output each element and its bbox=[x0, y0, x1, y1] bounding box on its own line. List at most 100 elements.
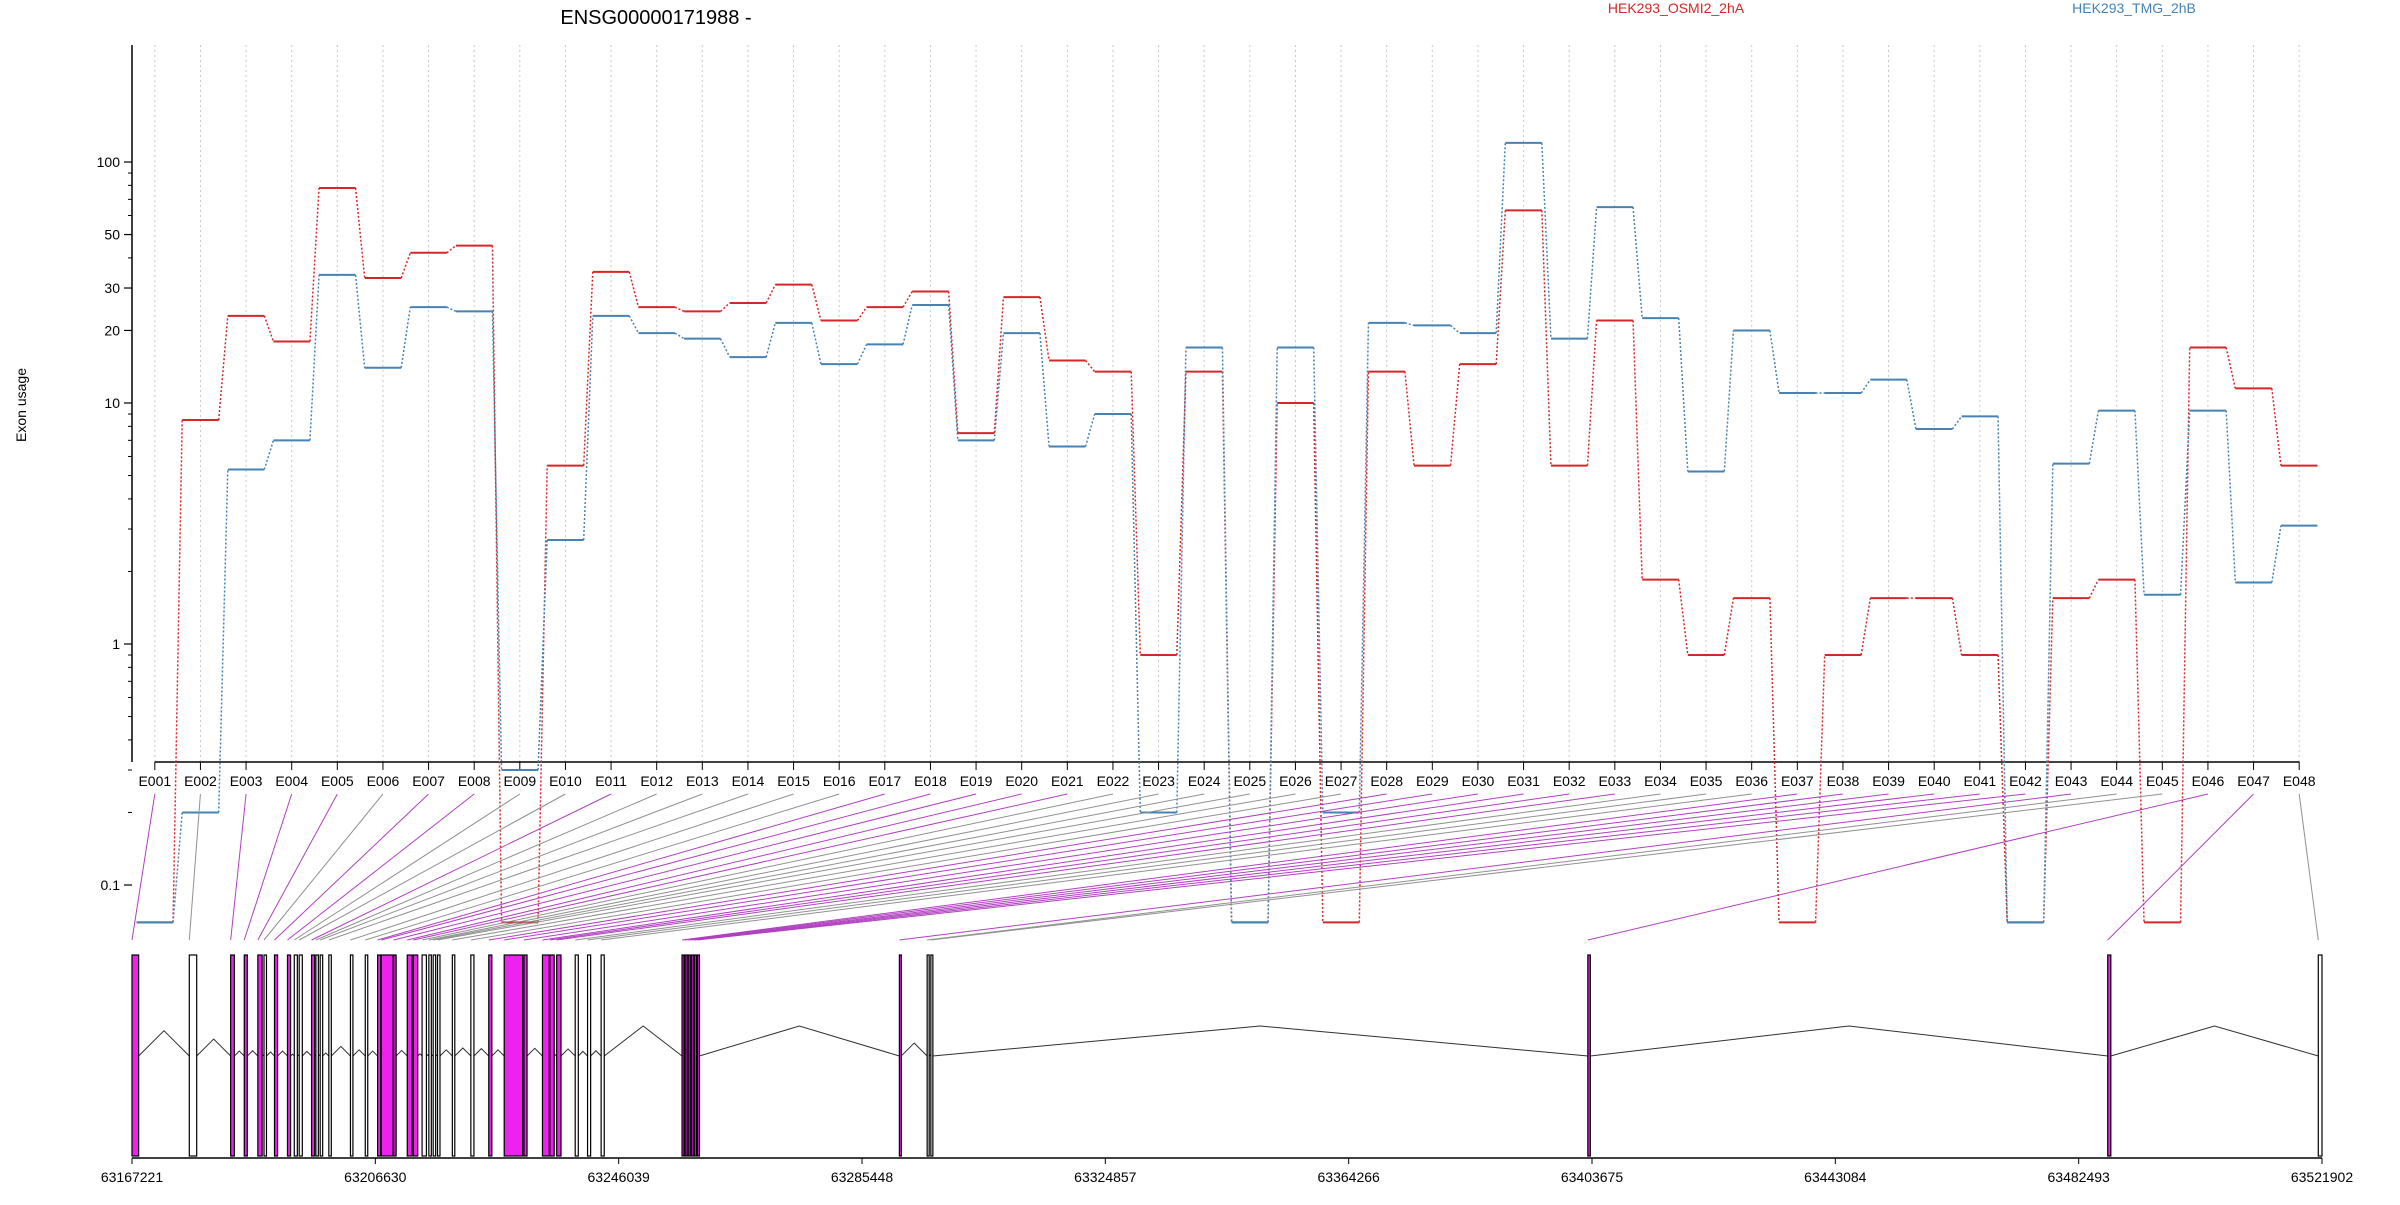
series-connector bbox=[447, 307, 456, 311]
legend-label-osmi2: HEK293_OSMI2_2hA bbox=[1608, 0, 1745, 16]
y-tick-label: 0.1 bbox=[101, 877, 121, 893]
series-connector bbox=[1359, 372, 1368, 923]
series-connector bbox=[721, 303, 730, 311]
x-tick-label: E046 bbox=[2192, 773, 2225, 789]
exon-box bbox=[299, 955, 302, 1156]
exon-box bbox=[601, 955, 604, 1156]
genome-tick-label: 63443084 bbox=[1804, 1169, 1867, 1185]
intron-line bbox=[2111, 1026, 2318, 1056]
series-connector bbox=[447, 246, 456, 253]
series-connector bbox=[1770, 598, 1779, 922]
exon-box bbox=[931, 955, 933, 1156]
series-connector bbox=[2272, 388, 2281, 465]
exon-connector bbox=[378, 794, 885, 940]
exon-connector bbox=[489, 794, 1387, 940]
genome-tick-label: 63521902 bbox=[2291, 1169, 2354, 1185]
intron-line bbox=[247, 1051, 257, 1056]
exon-box bbox=[378, 955, 381, 1156]
exon-box bbox=[287, 955, 290, 1156]
series-connector bbox=[1086, 361, 1095, 372]
exon-connector bbox=[132, 794, 155, 940]
series-connector bbox=[2044, 464, 2053, 923]
series-connector bbox=[1496, 143, 1505, 333]
series-connector bbox=[310, 188, 319, 341]
exon-connector bbox=[438, 794, 1250, 940]
series-connector bbox=[1861, 598, 1870, 655]
exon-box bbox=[524, 955, 527, 1156]
x-tick-label: E039 bbox=[1872, 773, 1905, 789]
exon-connector bbox=[350, 794, 793, 940]
series-connector bbox=[2089, 411, 2098, 464]
exon-box bbox=[329, 955, 331, 1156]
exon-connector bbox=[691, 794, 1934, 940]
series-connector bbox=[1907, 380, 1916, 429]
series-connector bbox=[401, 253, 410, 278]
exon-box bbox=[2108, 955, 2111, 1156]
series-connector bbox=[903, 292, 912, 308]
intron-line bbox=[440, 1050, 452, 1056]
intron-line bbox=[1590, 1026, 2107, 1056]
genome-tick-label: 63206630 bbox=[344, 1169, 407, 1185]
genome-tick-label: 63285448 bbox=[831, 1169, 894, 1185]
exon-box bbox=[899, 955, 901, 1156]
series-connector bbox=[2181, 411, 2190, 595]
series-connector bbox=[264, 316, 273, 342]
exon-box bbox=[413, 955, 417, 1156]
intron-line bbox=[474, 1049, 489, 1056]
x-tick-label: E020 bbox=[1005, 773, 1038, 789]
exon-box bbox=[588, 955, 591, 1156]
exon-box bbox=[682, 955, 684, 1156]
series-connector bbox=[1542, 143, 1551, 339]
x-tick-label: E005 bbox=[321, 773, 354, 789]
exon-box bbox=[231, 955, 235, 1156]
exon-box bbox=[697, 955, 699, 1156]
series-connector bbox=[584, 272, 593, 466]
x-tick-label: E032 bbox=[1553, 773, 1586, 789]
x-tick-label: E008 bbox=[458, 773, 491, 789]
intron-line bbox=[901, 1043, 927, 1056]
series-connector bbox=[857, 307, 866, 320]
intron-line bbox=[331, 1046, 350, 1056]
series-connector bbox=[903, 305, 912, 344]
exon-box bbox=[320, 955, 322, 1156]
exon-box bbox=[433, 955, 435, 1156]
genome-tick-label: 63167221 bbox=[101, 1169, 164, 1185]
exon-box bbox=[132, 955, 139, 1156]
exon-connector bbox=[550, 794, 1569, 940]
chart-title: ENSG00000171988 - bbox=[560, 7, 751, 29]
x-tick-label: E029 bbox=[1416, 773, 1449, 789]
x-tick-label: E025 bbox=[1233, 773, 1266, 789]
series-connector bbox=[492, 311, 501, 770]
exon-box bbox=[312, 955, 315, 1156]
genome-tick-label: 63246039 bbox=[588, 1169, 651, 1185]
series-connector bbox=[857, 344, 866, 364]
x-tick-label: E038 bbox=[1827, 773, 1860, 789]
series-connector bbox=[219, 316, 228, 420]
series-connector bbox=[994, 297, 1003, 433]
series-connector bbox=[994, 333, 1003, 440]
series-connector bbox=[2226, 411, 2235, 583]
intron-line bbox=[418, 1054, 422, 1056]
x-tick-label: E031 bbox=[1507, 773, 1540, 789]
x-tick-label: E048 bbox=[2283, 773, 2316, 789]
series-connector bbox=[264, 440, 273, 469]
series-connector bbox=[1086, 414, 1095, 446]
exon-box bbox=[429, 955, 431, 1156]
exon-connector bbox=[899, 794, 2071, 940]
series-connector bbox=[675, 307, 684, 311]
intron-line bbox=[197, 1039, 231, 1056]
exon-connector bbox=[542, 794, 1523, 940]
exon-box bbox=[244, 955, 247, 1156]
series-connector bbox=[629, 316, 638, 333]
series-connector bbox=[1770, 330, 1779, 393]
exon-connector bbox=[231, 794, 246, 940]
series-connector bbox=[219, 469, 228, 812]
exon-connector bbox=[588, 794, 1707, 940]
series-connector bbox=[721, 339, 730, 358]
x-tick-label: E024 bbox=[1188, 773, 1221, 789]
exon-box bbox=[685, 955, 687, 1156]
intron-line bbox=[139, 1031, 190, 1056]
series-connector bbox=[2226, 347, 2235, 388]
